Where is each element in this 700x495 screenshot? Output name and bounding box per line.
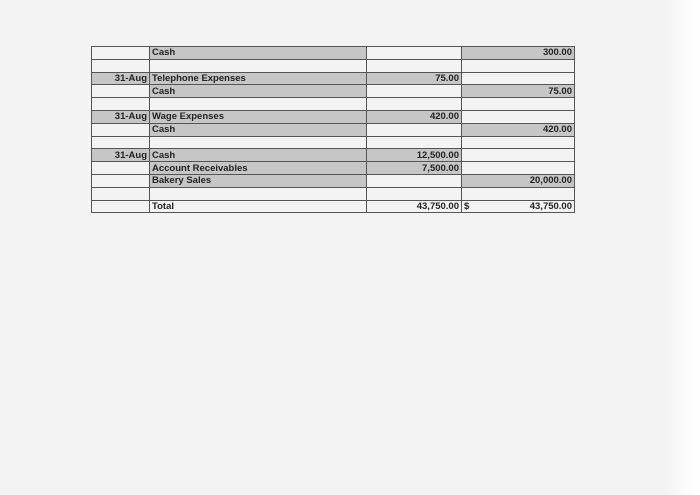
account-cell: Account Receivables xyxy=(149,161,367,175)
total-credit: 43,750.00 xyxy=(529,200,572,212)
date-cell: 31-Aug xyxy=(91,148,150,163)
credit-cell: 420.00 xyxy=(461,122,575,137)
total-debit: 43,750.00 xyxy=(366,199,462,214)
credit-cell xyxy=(461,71,575,86)
account-cell xyxy=(149,97,367,111)
debit-cell: 12,500.00 xyxy=(366,148,462,163)
debit-cell xyxy=(366,186,462,201)
date-cell xyxy=(91,161,150,175)
debit-cell xyxy=(366,97,462,111)
debit-cell xyxy=(366,173,462,188)
debit-cell xyxy=(366,122,462,137)
table-row xyxy=(91,58,575,73)
table-row: Cash 75.00 xyxy=(91,84,575,99)
date-cell xyxy=(91,97,150,111)
debit-cell xyxy=(366,46,462,60)
table-row: 31-Aug Wage Expenses 420.00 xyxy=(91,109,575,124)
credit-cell: 300.00 xyxy=(461,46,575,60)
account-cell: Bakery Sales xyxy=(149,173,367,188)
date-cell: 31-Aug xyxy=(91,71,150,86)
date-cell xyxy=(91,199,150,214)
credit-cell xyxy=(461,148,575,163)
total-label: Total xyxy=(149,199,367,214)
account-cell: Cash xyxy=(149,84,367,99)
account-cell: Cash xyxy=(149,46,367,60)
credit-cell xyxy=(461,109,575,124)
paper-edge xyxy=(666,0,700,495)
credit-cell xyxy=(461,97,575,111)
debit-cell xyxy=(366,84,462,99)
debit-cell xyxy=(366,58,462,73)
table-row: Cash 300.00 xyxy=(91,46,575,60)
date-cell xyxy=(91,84,150,99)
credit-cell: 20,000.00 xyxy=(461,173,575,188)
account-cell xyxy=(149,135,367,150)
account-cell xyxy=(149,186,367,201)
journal-table: Cash 300.00 31-Aug Telephone Expenses 75.00 C… xyxy=(91,46,575,214)
debit-cell: 7,500.00 xyxy=(366,161,462,175)
debit-cell xyxy=(366,135,462,150)
date-cell xyxy=(91,135,150,150)
account-cell: Cash xyxy=(149,122,367,137)
date-cell xyxy=(91,122,150,137)
table-row xyxy=(91,186,575,201)
account-cell: Wage Expenses xyxy=(149,109,367,124)
credit-cell xyxy=(461,135,575,150)
account-cell: Telephone Expenses xyxy=(149,71,367,86)
credit-cell xyxy=(461,58,575,73)
debit-cell: 75.00 xyxy=(366,71,462,86)
table-row: 31-Aug Cash 12,500.00 xyxy=(91,148,575,163)
table-row: Bakery Sales 20,000.00 xyxy=(91,173,575,188)
debit-cell: 420.00 xyxy=(366,109,462,124)
table-row xyxy=(91,135,575,150)
table-row: 31-Aug Telephone Expenses 75.00 xyxy=(91,71,575,86)
credit-cell xyxy=(461,161,575,175)
account-cell xyxy=(149,58,367,73)
credit-cell: 75.00 xyxy=(461,84,575,99)
table-row: Cash 420.00 xyxy=(91,122,575,137)
table-row xyxy=(91,97,575,111)
total-row: Total 43,750.00 $43,750.00 xyxy=(91,199,575,214)
date-cell xyxy=(91,186,150,201)
date-cell xyxy=(91,58,150,73)
account-cell: Cash xyxy=(149,148,367,163)
date-cell xyxy=(91,173,150,188)
table-row: Account Receivables 7,500.00 xyxy=(91,161,575,175)
credit-cell xyxy=(461,186,575,201)
date-cell xyxy=(91,46,150,60)
total-credit-cell: $43,750.00 xyxy=(461,199,575,214)
currency-symbol: $ xyxy=(464,200,470,212)
date-cell: 31-Aug xyxy=(91,109,150,124)
